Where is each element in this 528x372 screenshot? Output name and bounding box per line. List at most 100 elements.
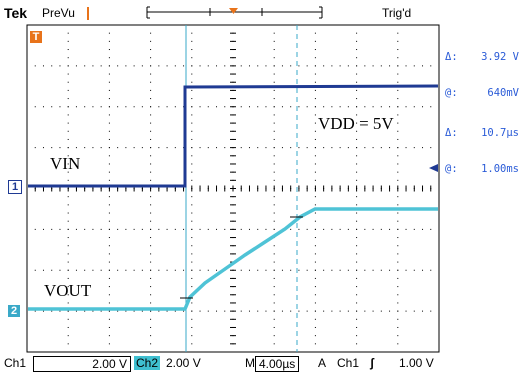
grid-dot xyxy=(356,237,358,239)
grid-dot xyxy=(34,310,36,312)
ch1-label[interactable]: Ch1 xyxy=(4,356,27,370)
grid-dot xyxy=(298,269,300,271)
ch2-label[interactable]: Ch2 xyxy=(134,356,161,370)
trigger-level[interactable]: 1.00 V xyxy=(399,356,434,370)
grid-dot xyxy=(314,286,316,288)
grid-dot xyxy=(108,49,110,51)
grid-dot xyxy=(257,106,259,108)
grid-dot xyxy=(314,57,316,59)
grid-dot xyxy=(356,122,358,124)
readout-value: 640mV xyxy=(487,87,519,99)
grid-dot xyxy=(42,147,44,149)
grid-dot xyxy=(422,269,424,271)
grid-dot xyxy=(397,310,399,312)
grid-dot xyxy=(273,228,275,230)
grid-dot xyxy=(273,343,275,345)
grid-dot xyxy=(314,130,316,132)
grid-dot xyxy=(273,122,275,124)
grid-dot xyxy=(257,269,259,271)
grid-dot xyxy=(430,228,432,230)
grid-dot xyxy=(133,269,135,271)
grid-dot xyxy=(314,269,316,271)
grid-dot xyxy=(314,310,316,312)
grid-dot xyxy=(67,269,69,271)
grid-dot xyxy=(150,310,152,312)
grid-dot xyxy=(356,155,358,157)
grid-dot xyxy=(257,228,259,230)
grid-dot xyxy=(356,171,358,173)
grid-dot xyxy=(380,106,382,108)
grid-dot xyxy=(108,163,110,165)
readout-key: @: xyxy=(445,163,458,175)
grid-dot xyxy=(356,130,358,132)
grid-dot xyxy=(273,171,275,173)
grid-dot xyxy=(314,89,316,91)
ch1-scale[interactable]: 2.00 V xyxy=(33,356,131,372)
grid-dot xyxy=(397,106,399,108)
grid-dot xyxy=(372,147,374,149)
grid-dot xyxy=(273,286,275,288)
grid-dot xyxy=(34,147,36,149)
grid-dot xyxy=(397,138,399,140)
grid-dot xyxy=(314,98,316,100)
grid-dot xyxy=(389,269,391,271)
grid-dot xyxy=(108,32,110,34)
grid-dot xyxy=(174,65,176,67)
trigger-slope-icon[interactable]: ʃ xyxy=(370,356,374,370)
grid-dot xyxy=(166,65,168,67)
grid-dot xyxy=(314,147,316,149)
grid-dot xyxy=(397,163,399,165)
grid-dot xyxy=(397,220,399,222)
grid-dot xyxy=(397,73,399,75)
grid-dot xyxy=(108,335,110,337)
grid-dot xyxy=(42,65,44,67)
timebase-scale[interactable]: 4.00µs xyxy=(255,356,300,372)
grid-dot xyxy=(413,106,415,108)
grid-dot xyxy=(265,147,267,149)
grid-dot xyxy=(273,261,275,263)
grid-dot xyxy=(273,106,275,108)
trigger-level-icon[interactable] xyxy=(429,164,438,172)
grid-dot xyxy=(314,138,316,140)
grid-dot xyxy=(67,212,69,214)
grid-dot xyxy=(108,261,110,263)
grid-dot xyxy=(314,155,316,157)
grid-dot xyxy=(356,147,358,149)
grid-dot xyxy=(108,269,110,271)
grid-dot xyxy=(323,228,325,230)
grid-dot xyxy=(166,310,168,312)
ch2-ground-marker[interactable]: 2 xyxy=(8,305,20,317)
grid-dot xyxy=(158,106,160,108)
grid-dot xyxy=(174,269,176,271)
grid-dot xyxy=(314,114,316,116)
grid-dot xyxy=(273,326,275,328)
grid-dot xyxy=(422,310,424,312)
grid-dot xyxy=(380,310,382,312)
grid-dot xyxy=(298,65,300,67)
grid-dot xyxy=(397,98,399,100)
grid-dot xyxy=(191,89,193,91)
grid-dot xyxy=(314,171,316,173)
trigger-source[interactable]: Ch1 xyxy=(337,356,360,370)
grid-dot xyxy=(273,73,275,75)
grid-dot xyxy=(108,73,110,75)
grid-dot xyxy=(191,57,193,59)
grid-dot xyxy=(67,81,69,83)
grid-dot xyxy=(273,81,275,83)
grid-dot xyxy=(306,147,308,149)
grid-dot xyxy=(92,65,94,67)
grid-dot xyxy=(224,106,226,108)
grid-dot xyxy=(150,122,152,124)
ch1-ground-marker[interactable]: 1 xyxy=(8,180,22,194)
grid-dot xyxy=(413,147,415,149)
grid-dot xyxy=(84,228,86,230)
grid-dot xyxy=(413,65,415,67)
grid-dot xyxy=(224,65,226,67)
record-view-bar[interactable] xyxy=(87,6,323,20)
grid-dot xyxy=(84,106,86,108)
grid-dot xyxy=(191,302,193,304)
grid-dot xyxy=(108,286,110,288)
grid-dot xyxy=(67,310,69,312)
ch2-scale[interactable]: 2.00 V xyxy=(166,356,201,370)
